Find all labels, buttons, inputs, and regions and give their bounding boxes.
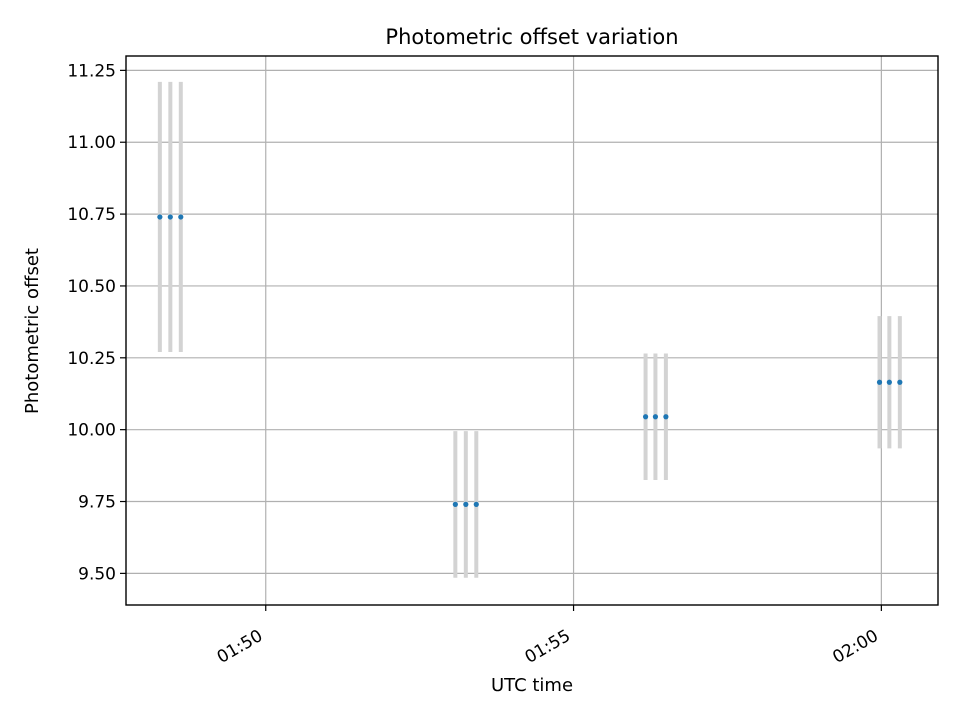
- data-point: [652, 414, 659, 420]
- data-points: [157, 214, 903, 507]
- y-tick-label: 10.00: [67, 421, 116, 441]
- y-axis-label: Photometric offset: [22, 248, 43, 414]
- y-tick-label: 10.25: [67, 349, 116, 369]
- data-point: [876, 379, 883, 385]
- data-point: [178, 214, 184, 220]
- plot-frame: [125, 55, 939, 606]
- y-axis-ticks: 9.50 9.75 10.00 10.25 10.50 10.75 11.00 11.25: [67, 61, 126, 584]
- data-point: [463, 501, 469, 507]
- data-point: [473, 501, 479, 507]
- data-point: [167, 214, 173, 220]
- x-axis-label: UTC time: [491, 675, 573, 696]
- data-point: [663, 414, 669, 420]
- grid: [126, 56, 938, 605]
- y-tick-label: 9.75: [78, 493, 116, 513]
- data-point: [897, 379, 903, 385]
- y-tick-label: 10.75: [67, 205, 116, 225]
- y-tick-label: 10.50: [67, 277, 116, 297]
- chart-title: Photometric offset variation: [385, 25, 678, 49]
- data-point: [157, 214, 163, 220]
- data-point: [452, 501, 458, 507]
- y-tick-label: 9.50: [78, 564, 116, 584]
- data-point: [642, 414, 649, 420]
- data-point: [886, 379, 892, 385]
- y-tick-label: 11.25: [67, 61, 116, 81]
- y-tick-label: 11.00: [67, 133, 116, 153]
